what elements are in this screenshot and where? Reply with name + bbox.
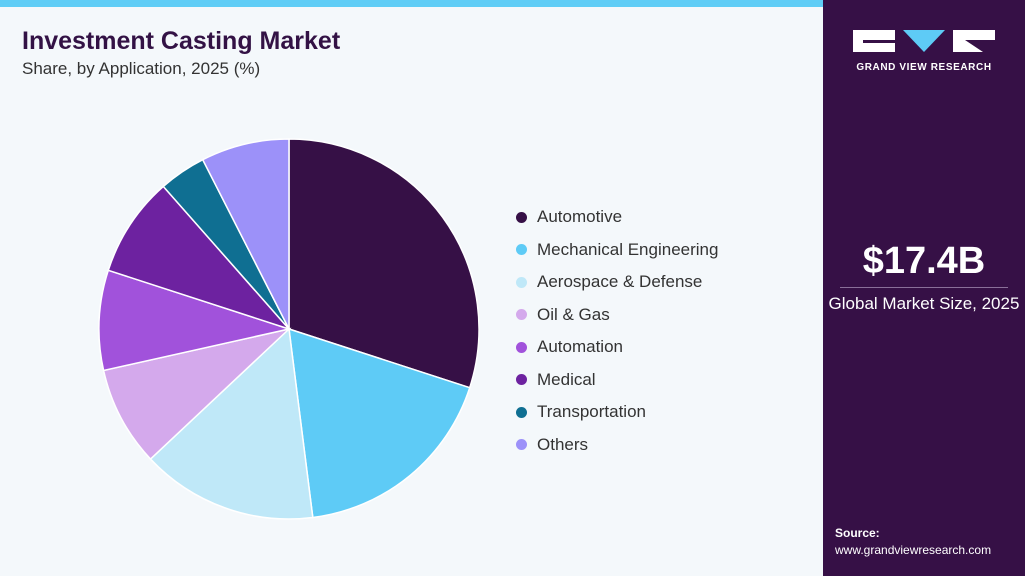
legend-swatch — [516, 439, 527, 451]
legend-label: Mechanical Engineering — [537, 239, 719, 259]
sidebar: GRAND VIEW RESEARCH $17.4B Global Market… — [823, 0, 1025, 576]
legend-label: Medical — [537, 369, 596, 389]
legend-item: Mechanical Engineering — [516, 234, 718, 267]
legend-swatch — [516, 244, 527, 256]
legend-label: Transportation — [537, 402, 646, 422]
gvr-logo-icon — [853, 30, 995, 52]
chart-legend: Automotive Mechanical Engineering Aerospac… — [516, 201, 718, 461]
legend-item: Automation — [516, 331, 718, 364]
top-accent-bar — [0, 0, 823, 7]
market-size-label: Global Market Size, 2025 — [828, 294, 1020, 313]
legend-item: Aerospace & Defense — [516, 266, 718, 299]
market-size-value: $17.4B — [862, 240, 986, 282]
legend-swatch — [516, 341, 527, 353]
pie-slice-medical — [107, 185, 292, 331]
grand-view-research-logo: GRAND VIEW RESEARCH — [853, 28, 995, 73]
legend-swatch — [516, 406, 527, 418]
legend-label: Aerospace & Defense — [537, 272, 703, 292]
logo-text: GRAND VIEW RESEARCH — [856, 62, 992, 73]
source-url: www.grandviewresearch.com — [835, 543, 992, 557]
chart-title: Investment Casting Market — [22, 27, 341, 55]
pie-slice-oil-gas — [102, 327, 292, 461]
legend-label: Automotive — [537, 207, 623, 227]
source-label: Source: — [835, 526, 880, 540]
pie-slice-aerospace-defense — [149, 327, 314, 520]
legend-item: Others — [516, 429, 718, 462]
pie-slice-automation — [98, 269, 292, 372]
legend-item: Oil & Gas — [516, 299, 718, 332]
legend-swatch — [516, 211, 527, 223]
pie-slice-mechanical-engineering — [288, 327, 471, 519]
legend-label: Automation — [537, 337, 623, 357]
divider — [840, 287, 1008, 288]
legend-label: Others — [537, 434, 589, 454]
legend-item: Automotive — [516, 201, 718, 234]
legend-item: Medical — [516, 364, 718, 397]
pie-chart — [98, 138, 480, 520]
legend-label: Oil & Gas — [537, 304, 610, 324]
legend-swatch — [516, 309, 527, 321]
legend-swatch — [516, 276, 527, 288]
pie-slice-others — [201, 138, 290, 330]
legend-item: Transportation — [516, 396, 718, 429]
pie-slice-automotive — [288, 138, 480, 389]
legend-swatch — [516, 374, 527, 386]
chart-subtitle: Share, by Application, 2025 (%) — [22, 59, 261, 78]
